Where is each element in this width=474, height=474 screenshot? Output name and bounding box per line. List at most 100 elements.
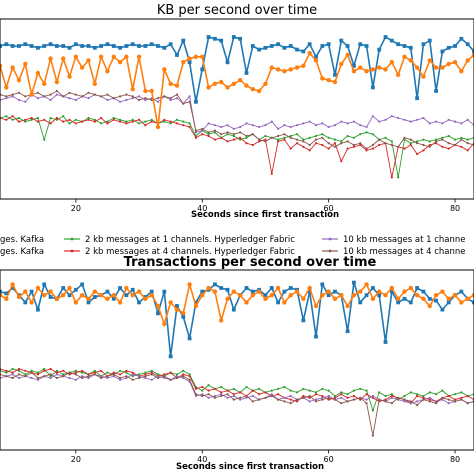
point-s10k4h [163, 375, 166, 378]
point-s2k4k [73, 300, 79, 305]
point-s2k1h [150, 369, 153, 372]
point-s10k1h [340, 120, 343, 123]
point-s10k4h [5, 95, 8, 98]
point-s10k1h [340, 396, 343, 399]
point-s10k1h [100, 375, 103, 378]
point-s2k4h [43, 118, 46, 121]
point-s2k1h [11, 118, 14, 121]
point-s10k4h [359, 396, 362, 399]
point-s2k1h [321, 133, 324, 136]
point-s2k4k [421, 74, 426, 79]
point-s10k1h [390, 115, 393, 118]
point-s2k1h [188, 122, 191, 125]
point-s2k1k [4, 42, 9, 47]
point-s10k1h [314, 124, 318, 127]
point-s2k4h [403, 147, 406, 150]
point-s2k4k [225, 85, 230, 90]
point-s2k4h [434, 142, 438, 145]
point-s2k1k [358, 42, 363, 47]
point-s2k4h [17, 120, 21, 123]
point-s10k4h [232, 133, 235, 136]
point-s2k1k [0, 44, 2, 48]
series-line-s2k4k [0, 51, 474, 128]
point-s10k1h [416, 400, 419, 403]
point-s2k4h [137, 118, 141, 121]
point-s10k4h [384, 400, 387, 403]
point-s2k4k [237, 78, 243, 83]
point-s2k4k [23, 289, 28, 294]
point-s2k1k [212, 36, 217, 41]
point-s2k4k [256, 289, 262, 294]
point-s2k1k [440, 307, 445, 312]
xtick-label: 80 [450, 455, 460, 464]
point-s2k4k [136, 289, 142, 294]
point-s10k1h [403, 400, 406, 403]
point-s2k4k [130, 87, 135, 92]
point-s10k1h [226, 124, 229, 127]
point-s10k1h [245, 396, 248, 399]
point-s2k1h [43, 138, 46, 141]
point-s2k4k [79, 65, 85, 70]
point-s10k4h [68, 371, 71, 374]
point-s10k4h [447, 142, 450, 145]
point-s2k4h [207, 134, 210, 138]
point-s2k4h [112, 118, 115, 121]
point-s2k4h [201, 385, 204, 389]
point-s10k4h [416, 142, 419, 145]
point-s10k1h [239, 125, 242, 129]
point-s10k4h [289, 402, 292, 405]
point-s2k4h [384, 398, 387, 401]
point-s10k1h [371, 115, 374, 118]
point-s10k1h [55, 373, 58, 376]
point-s2k4k [471, 52, 474, 58]
point-s2k4h [295, 400, 299, 403]
point-s10k4h [264, 396, 267, 399]
point-s2k1h [327, 136, 330, 139]
point-s10k4h [251, 400, 254, 403]
point-s2k4k [275, 67, 281, 72]
point-s10k1h [416, 118, 419, 121]
point-s2k4k [326, 78, 331, 83]
point-s2k4k [162, 321, 167, 327]
point-s10k4h [346, 140, 349, 143]
point-s2k1k [29, 44, 34, 48]
point-s2k4k [54, 79, 60, 85]
point-s2k4h [55, 116, 58, 120]
point-s2k1k [314, 54, 318, 59]
point-s2k4h [308, 396, 311, 399]
point-s2k1h [220, 385, 223, 389]
point-s2k1k [162, 45, 167, 50]
point-s2k4k [307, 51, 312, 56]
point-s2k4h [352, 145, 356, 148]
point-s10k1h [434, 400, 438, 403]
point-s2k4k [67, 285, 72, 291]
point-s2k1h [371, 409, 374, 412]
point-s2k1k [73, 42, 78, 47]
point-s2k4k [117, 60, 123, 65]
point-s2k1k [156, 44, 160, 48]
point-s2k4h [346, 396, 349, 399]
point-s2k4h [258, 140, 261, 143]
point-s2k4k [48, 56, 53, 61]
point-s2k1k [389, 289, 394, 294]
point-s2k4h [447, 394, 450, 398]
point-s10k4h [194, 129, 198, 132]
point-s2k1k [80, 282, 85, 287]
point-s10k1h [87, 97, 90, 100]
point-s2k4k [23, 61, 28, 67]
point-s2k4k [237, 293, 243, 298]
point-s10k1h [207, 396, 210, 399]
point-s2k4k [263, 81, 268, 87]
point-s2k1k [257, 47, 262, 52]
point-s2k1h [295, 133, 299, 136]
point-s2k1k [10, 44, 15, 48]
point-s10k1h [220, 393, 223, 396]
point-s10k1h [188, 95, 191, 98]
point-s2k1k [92, 45, 97, 50]
point-s2k1k [244, 286, 249, 290]
point-s10k1h [11, 373, 14, 376]
point-s2k1h [125, 371, 128, 374]
point-s2k1k [194, 99, 198, 104]
point-s2k1h [409, 142, 412, 145]
